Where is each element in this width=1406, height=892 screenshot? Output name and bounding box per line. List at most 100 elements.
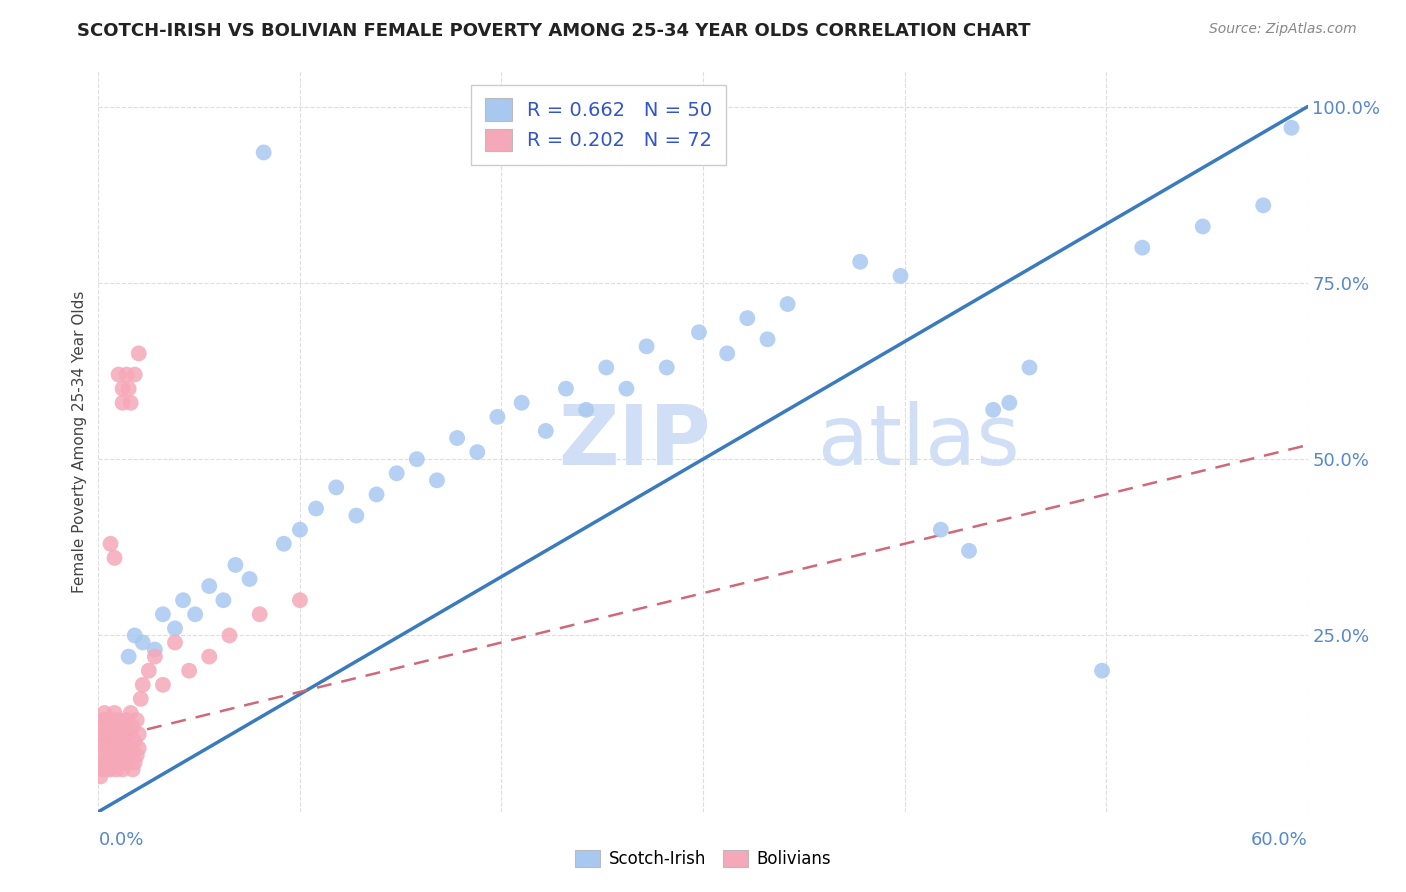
Point: [1130, 241, 1153, 255]
Point: [143, 642, 166, 657]
Point: [118, 748, 141, 763]
Point: [89, 720, 111, 734]
Point: [125, 748, 148, 763]
Point: [716, 346, 738, 360]
Point: [288, 593, 311, 607]
Point: [128, 741, 150, 756]
Point: [510, 396, 533, 410]
Point: [93, 727, 115, 741]
Point: [981, 402, 1004, 417]
Point: [366, 487, 388, 501]
Y-axis label: Female Poverty Among 25-34 Year Olds: Female Poverty Among 25-34 Year Olds: [72, 291, 87, 592]
Point: [118, 649, 141, 664]
Point: [344, 508, 367, 523]
Point: [486, 409, 509, 424]
Point: [120, 741, 142, 756]
Legend: Scotch-Irish, Bolivians: Scotch-Irish, Bolivians: [568, 843, 838, 875]
Point: [103, 748, 125, 763]
Point: [163, 635, 186, 649]
Point: [1281, 120, 1303, 135]
Point: [105, 763, 128, 777]
Point: [125, 713, 148, 727]
Point: [184, 607, 207, 622]
Point: [115, 713, 138, 727]
Text: 60.0%: 60.0%: [1251, 831, 1308, 849]
Point: [575, 402, 598, 417]
Point: [103, 550, 125, 565]
Point: [776, 297, 799, 311]
Point: [198, 649, 221, 664]
Point: [89, 769, 111, 783]
Point: [172, 593, 194, 607]
Point: [465, 445, 488, 459]
Point: [107, 756, 129, 770]
Point: [288, 523, 311, 537]
Point: [688, 325, 710, 339]
Point: [97, 727, 120, 741]
Point: [111, 741, 134, 756]
Point: [120, 396, 142, 410]
Point: [114, 720, 136, 734]
Text: ZIP: ZIP: [558, 401, 710, 482]
Point: [103, 706, 125, 720]
Point: [224, 558, 246, 572]
Point: [756, 332, 779, 346]
Point: [91, 713, 114, 727]
Point: [595, 360, 617, 375]
Point: [100, 537, 122, 551]
Point: [636, 339, 658, 353]
Point: [998, 396, 1021, 410]
Point: [325, 480, 347, 494]
Point: [110, 748, 132, 763]
Point: [121, 763, 143, 777]
Text: 0.0%: 0.0%: [98, 831, 143, 849]
Point: [103, 727, 125, 741]
Point: [957, 544, 980, 558]
Point: [163, 621, 186, 635]
Point: [152, 678, 174, 692]
Point: [93, 706, 115, 720]
Point: [655, 360, 678, 375]
Point: [129, 692, 152, 706]
Point: [100, 720, 122, 734]
Point: [128, 727, 150, 741]
Point: [111, 382, 134, 396]
Point: [118, 382, 141, 396]
Point: [124, 628, 146, 642]
Point: [239, 572, 262, 586]
Point: [97, 748, 120, 763]
Point: [218, 628, 240, 642]
Point: [100, 763, 122, 777]
Point: [91, 756, 114, 770]
Point: [152, 607, 174, 622]
Point: [105, 741, 128, 756]
Text: SCOTCH-IRISH VS BOLIVIAN FEMALE POVERTY AMONG 25-34 YEAR OLDS CORRELATION CHART: SCOTCH-IRISH VS BOLIVIAN FEMALE POVERTY …: [77, 22, 1031, 40]
Point: [118, 727, 141, 741]
Point: [253, 145, 276, 160]
Point: [110, 727, 132, 741]
Point: [889, 268, 911, 283]
Point: [849, 254, 872, 268]
Point: [143, 649, 166, 664]
Point: [305, 501, 328, 516]
Point: [120, 706, 142, 720]
Point: [405, 452, 427, 467]
Point: [1018, 360, 1040, 375]
Point: [96, 713, 118, 727]
Point: [114, 734, 136, 748]
Point: [138, 664, 160, 678]
Point: [105, 720, 128, 734]
Point: [121, 720, 143, 734]
Point: [111, 763, 134, 777]
Point: [737, 311, 759, 326]
Point: [1091, 664, 1114, 678]
Text: Source: ZipAtlas.com: Source: ZipAtlas.com: [1209, 22, 1357, 37]
Point: [96, 734, 118, 748]
Point: [616, 382, 638, 396]
Point: [100, 741, 122, 756]
Point: [97, 756, 120, 770]
Point: [273, 537, 295, 551]
Point: [179, 664, 201, 678]
Point: [128, 346, 150, 360]
Point: [385, 467, 408, 481]
